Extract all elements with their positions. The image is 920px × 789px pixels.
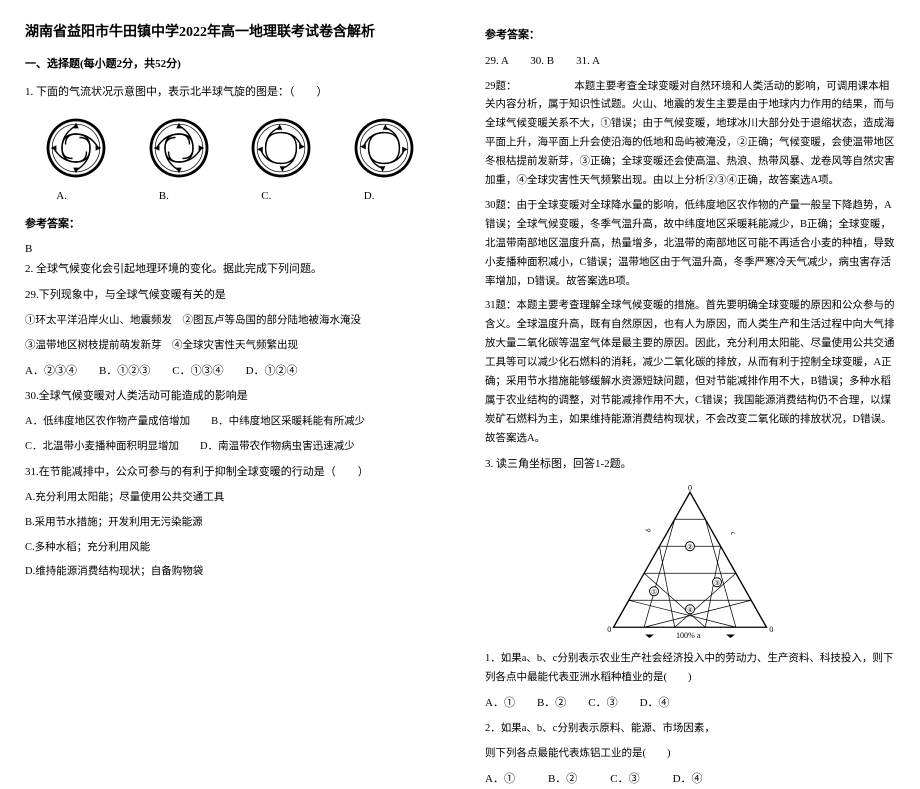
explanation-31: 31题：本题主要考查理解全球气候变暖的措施。首先要明确全球变暖的原因和公众参与的… — [485, 297, 895, 448]
label-a: A. — [36, 187, 116, 207]
q30-b: C．北温带小麦播种面积明显增加 D．南温带农作物病虫害迅速减少 — [25, 438, 435, 457]
label-d: D. — [344, 187, 424, 207]
q29-options: A．②③④ B．①②③ C．①③④ D．①②④ — [25, 362, 435, 382]
q31-d: D.维持能源消费结构现状；自备购物袋 — [25, 563, 435, 582]
svg-text:0: 0 — [688, 484, 692, 493]
q31-c: C.多种水稻；充分利用风能 — [25, 539, 435, 558]
explanation-30: 30题：由于全球变暖对全球降水量的影响，低纬度地区农作物的产量一般呈下降趋势，A… — [485, 197, 895, 291]
q31-b: B.采用节水措施；开发利用无污染能源 — [25, 514, 435, 533]
section-1-header: 一、选择题(每小题2分，共52分) — [25, 55, 435, 75]
spiral-d-icon — [349, 113, 419, 183]
question-31: 31.在节能减排中，公众可参与的有利于抑制全球变暖的行动是（ ） — [25, 463, 435, 483]
triangle-diagram: 0 0 0 100% a b c ① ② ③ ④ — [485, 482, 895, 642]
question-2-intro: 2. 全球气候变化会引起地理环境的变化。据此完成下列问题。 — [25, 260, 435, 280]
answer-label-1: 参考答案： — [25, 215, 435, 235]
question-30: 30.全球气候变暖对人类活动可能造成的影响是 — [25, 387, 435, 407]
label-b: B. — [139, 187, 219, 207]
q3-2b: 则下列各点最能代表炼铝工业的是( ) — [485, 745, 895, 764]
spiral-b-icon — [144, 113, 214, 183]
spiral-labels: A. B. C. D. — [25, 187, 435, 207]
answer-line: 29. A 30. B 31. A — [485, 52, 895, 72]
q3-2: 2．如果a、b、c分别表示原料、能源、市场因素， — [485, 720, 895, 739]
q3-1: 1．如果a、b、c分别表示农业生产社会经济投入中的劳动力、生产资料、科技投入，则… — [485, 650, 895, 688]
svg-text:②: ② — [687, 544, 693, 551]
spiral-figures — [25, 113, 435, 183]
q29-items2: ③温带地区树枝提前萌发新芽 ④全球灾害性天气频繁出现 — [25, 337, 435, 356]
question-29: 29.下列现象中，与全球气候变暖有关的是 — [25, 286, 435, 306]
q3-1-options: A．① B．② C．③ D．④ — [485, 694, 895, 714]
svg-text:b: b — [644, 527, 653, 534]
exam-title: 湖南省益阳市牛田镇中学2022年高一地理联考试卷含解析 — [25, 20, 435, 45]
svg-text:③: ③ — [714, 580, 720, 587]
svg-text:c: c — [729, 530, 738, 537]
q3-2-options: A．① B．② C．③ D．④ — [485, 770, 895, 789]
q30-a: A．低纬度地区农作物产量成倍增加 B．中纬度地区采暖耗能有所减少 — [25, 413, 435, 432]
svg-text:100% a: 100% a — [676, 631, 701, 640]
triangle-chart-icon: 0 0 0 100% a b c ① ② ③ ④ — [600, 482, 780, 642]
q29-items: ①环太平洋沿岸火山、地震频发 ②图瓦卢等岛国的部分陆地被海水淹没 — [25, 312, 435, 331]
svg-text:0: 0 — [607, 625, 611, 634]
label-c: C. — [241, 187, 321, 207]
svg-text:0: 0 — [769, 625, 773, 634]
answer-1: B — [25, 240, 435, 260]
question-1: 1. 下面的气流状况示意图中，表示北半球气旋的图是：（ ） — [25, 83, 435, 103]
right-column: 参考答案： 29. A 30. B 31. A 29题： 本题主要考查全球变暖对… — [460, 0, 920, 651]
q31-a: A.充分利用太阳能；尽量使用公共交通工具 — [25, 489, 435, 508]
svg-text:①: ① — [651, 589, 657, 596]
left-column: 湖南省益阳市牛田镇中学2022年高一地理联考试卷含解析 一、选择题(每小题2分，… — [0, 0, 460, 651]
spiral-c-icon — [246, 113, 316, 183]
explanation-29: 29题： 本题主要考查全球变暖对自然环境和人类活动的影响，可调用课本相关内容分析… — [485, 78, 895, 191]
spiral-a-icon — [41, 113, 111, 183]
answer-label-2: 参考答案： — [485, 26, 895, 46]
svg-text:④: ④ — [687, 607, 693, 614]
question-3-intro: 3. 读三角坐标图，回答1-2题。 — [485, 455, 895, 475]
